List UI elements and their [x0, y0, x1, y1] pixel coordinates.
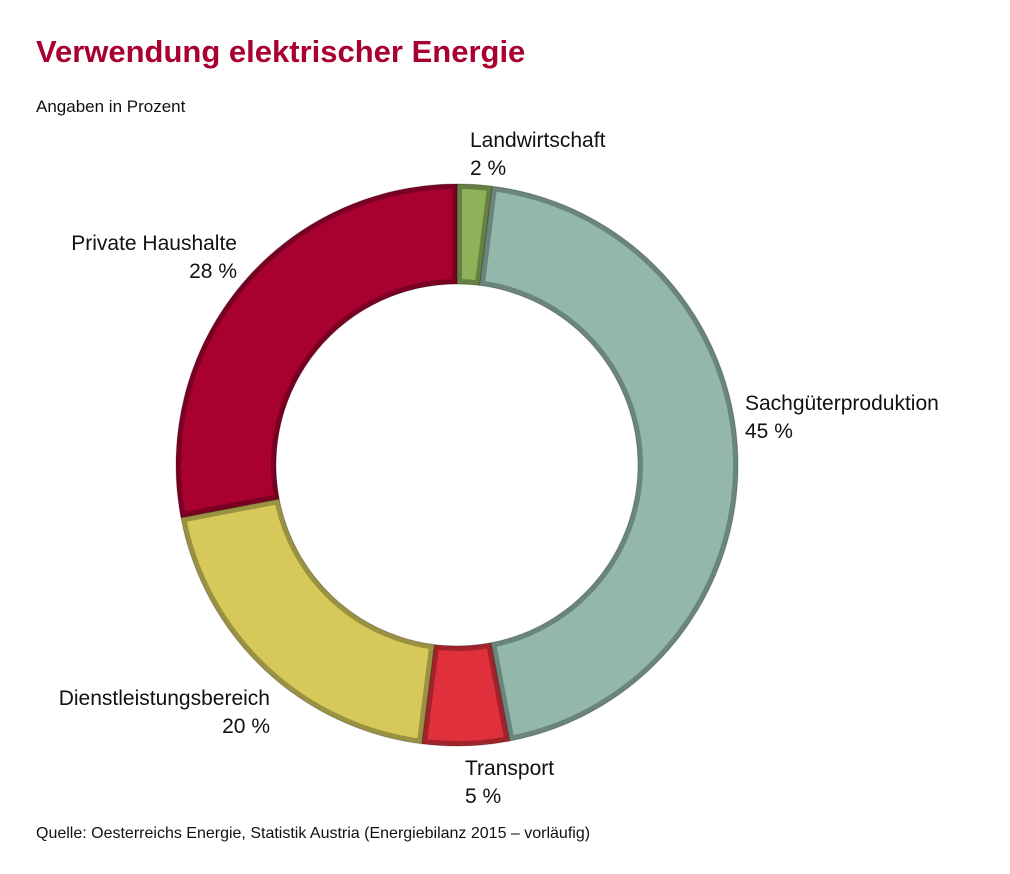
segment-labels: Landwirtschaft 2 % Sachgüterproduktion 45 %…: [59, 129, 939, 808]
chart-title: Verwendung elektrischer Energie: [36, 34, 526, 69]
segment-value-label: 45 %: [745, 420, 793, 443]
segment-value-label: 20 %: [222, 715, 270, 738]
source-note: Quelle: Oesterreichs Energie, Statistik …: [36, 825, 591, 842]
segment-value-label: 28 %: [189, 260, 237, 283]
segment-label: Landwirtschaft: [470, 129, 606, 152]
segment-value-label: 5 %: [465, 785, 501, 808]
segment-label: Sachgüterproduktion: [745, 392, 939, 415]
donut-segments: [175, 183, 739, 747]
chart-subtitle: Angaben in Prozent: [36, 97, 186, 116]
segment-label: Private Haushalte: [71, 232, 237, 255]
segment-label: Transport: [465, 757, 554, 780]
donut-segment-sachgüterproduktion: [479, 185, 739, 742]
segment-value-label: 2 %: [470, 157, 506, 180]
segment-label: Dienstleistungsbereich: [59, 687, 270, 710]
